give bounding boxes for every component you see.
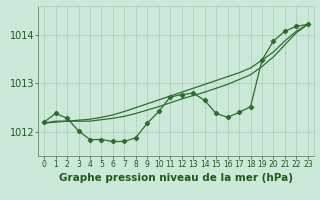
X-axis label: Graphe pression niveau de la mer (hPa): Graphe pression niveau de la mer (hPa) [59,173,293,183]
